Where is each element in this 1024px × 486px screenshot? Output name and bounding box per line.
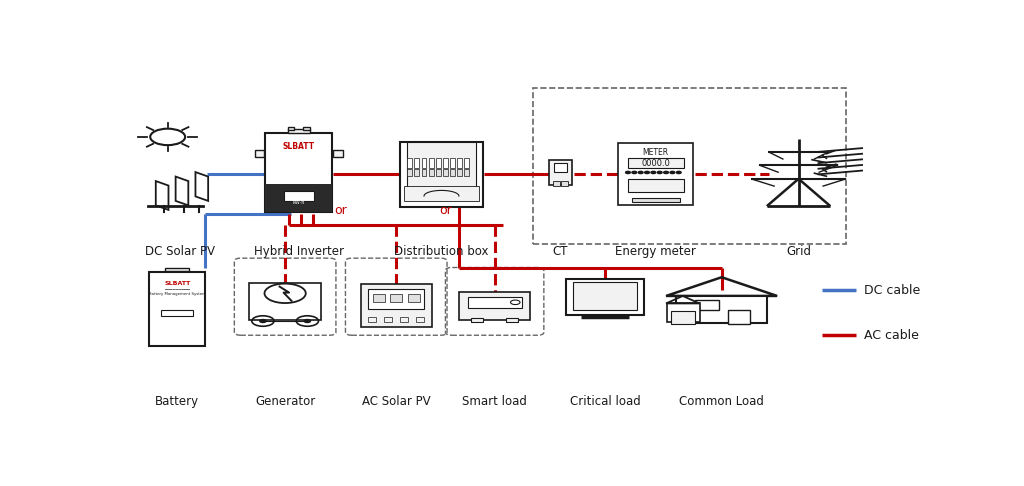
Text: Common Load: Common Load [679,395,764,408]
FancyBboxPatch shape [408,294,420,301]
FancyBboxPatch shape [632,197,680,202]
FancyBboxPatch shape [436,158,440,168]
FancyBboxPatch shape [459,292,530,320]
Circle shape [677,172,681,174]
FancyBboxPatch shape [429,169,433,176]
FancyBboxPatch shape [288,129,309,133]
Text: SLBATT: SLBATT [283,142,314,151]
Text: ─────────: ───────── [164,286,190,291]
FancyBboxPatch shape [303,127,309,130]
Text: DC cable: DC cable [863,284,920,297]
Text: DC Solar PV: DC Solar PV [144,244,215,258]
FancyBboxPatch shape [506,318,518,322]
FancyBboxPatch shape [333,150,343,157]
FancyBboxPatch shape [369,289,424,309]
FancyBboxPatch shape [422,169,426,176]
FancyBboxPatch shape [390,294,402,301]
Text: Generator: Generator [255,395,315,408]
FancyBboxPatch shape [400,317,409,322]
FancyBboxPatch shape [553,181,560,186]
Text: Distribution box: Distribution box [394,244,488,258]
Text: kW·h: kW·h [293,200,305,205]
Circle shape [670,172,675,174]
Circle shape [645,172,649,174]
Text: or: or [334,204,347,217]
Circle shape [626,172,631,174]
Circle shape [651,172,655,174]
FancyBboxPatch shape [265,184,333,212]
Circle shape [664,172,669,174]
FancyBboxPatch shape [284,191,313,201]
FancyBboxPatch shape [458,158,462,168]
FancyBboxPatch shape [255,150,264,157]
FancyBboxPatch shape [561,181,567,186]
Circle shape [638,172,643,174]
Circle shape [260,319,266,323]
FancyBboxPatch shape [416,317,424,322]
FancyBboxPatch shape [671,311,694,324]
FancyBboxPatch shape [465,158,469,168]
Text: 0000.0: 0000.0 [641,158,670,168]
Text: Grid: Grid [786,244,811,258]
Text: Battery: Battery [156,395,200,408]
Text: METER: METER [643,148,669,157]
FancyBboxPatch shape [549,160,572,185]
FancyBboxPatch shape [403,186,479,201]
FancyBboxPatch shape [408,158,412,168]
FancyBboxPatch shape [628,179,684,192]
FancyBboxPatch shape [618,143,693,205]
FancyBboxPatch shape [471,318,483,322]
FancyBboxPatch shape [573,282,637,310]
Text: Critical load: Critical load [569,395,640,408]
Circle shape [632,172,637,174]
Text: Energy meter: Energy meter [615,244,696,258]
Text: AC cable: AC cable [863,329,919,342]
FancyBboxPatch shape [165,267,189,271]
Text: or: or [439,204,452,217]
Text: SLBATT: SLBATT [164,281,190,286]
FancyBboxPatch shape [415,169,419,176]
FancyBboxPatch shape [250,283,321,320]
FancyBboxPatch shape [415,158,419,168]
FancyBboxPatch shape [407,141,476,192]
FancyBboxPatch shape [265,133,333,212]
FancyBboxPatch shape [443,169,447,176]
FancyBboxPatch shape [369,317,377,322]
FancyBboxPatch shape [436,169,440,176]
FancyBboxPatch shape [468,296,521,308]
FancyBboxPatch shape [676,296,767,323]
Text: Battery Management System: Battery Management System [148,292,206,296]
FancyBboxPatch shape [628,158,684,168]
FancyBboxPatch shape [554,163,567,172]
FancyBboxPatch shape [422,158,426,168]
FancyBboxPatch shape [384,317,392,322]
FancyBboxPatch shape [373,294,385,301]
Text: Hybrid Inverter: Hybrid Inverter [254,244,344,258]
FancyBboxPatch shape [360,284,432,327]
Text: CT: CT [553,244,568,258]
FancyBboxPatch shape [288,127,294,130]
FancyBboxPatch shape [667,303,700,322]
FancyBboxPatch shape [399,141,483,207]
FancyBboxPatch shape [695,300,719,310]
Circle shape [304,319,310,323]
Text: AC Solar PV: AC Solar PV [361,395,430,408]
Text: Smart load: Smart load [462,395,527,408]
FancyBboxPatch shape [451,169,455,176]
FancyBboxPatch shape [728,310,751,324]
FancyBboxPatch shape [458,169,462,176]
FancyBboxPatch shape [429,158,433,168]
FancyBboxPatch shape [408,169,412,176]
FancyBboxPatch shape [162,310,194,316]
FancyBboxPatch shape [465,169,469,176]
FancyBboxPatch shape [451,158,455,168]
FancyBboxPatch shape [443,158,447,168]
FancyBboxPatch shape [150,272,205,347]
FancyBboxPatch shape [566,279,644,315]
Circle shape [657,172,663,174]
